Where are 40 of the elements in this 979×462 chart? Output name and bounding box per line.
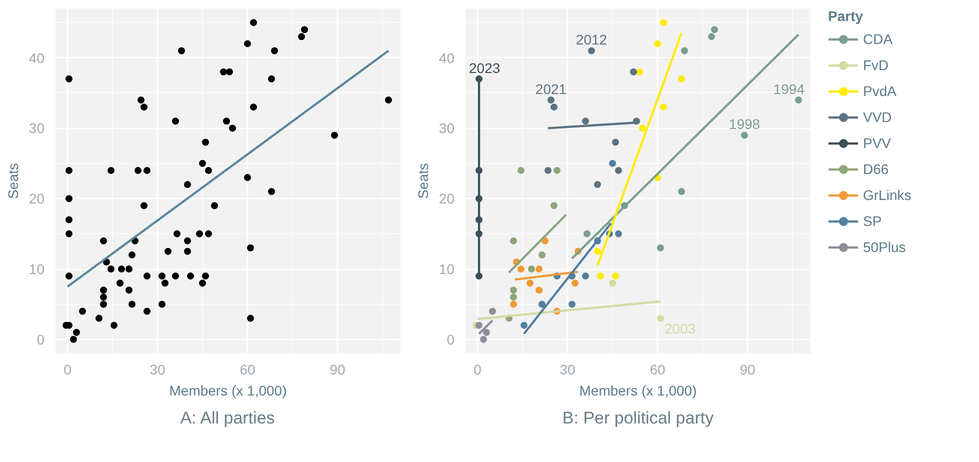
legend-label: FvD (863, 57, 889, 73)
legend-label: VVD (863, 109, 892, 125)
y-tick-label: 10 (438, 261, 455, 278)
x-axis-title: Members (x 1,000) (169, 382, 287, 398)
x-tick-label: 30 (560, 362, 576, 378)
annotation: 2021 (535, 81, 567, 98)
annotation: 2012 (576, 32, 608, 48)
x-tick-label: 60 (240, 362, 256, 378)
x-tick-label: 90 (740, 362, 756, 378)
legend-label: SP (863, 213, 883, 229)
legend-label: CDA (863, 31, 893, 47)
annotation: 1998 (728, 116, 760, 132)
legend-label: GrLinks (863, 187, 912, 203)
y-axis-title: Seats (4, 163, 21, 199)
legend-label: D66 (863, 161, 889, 177)
text: A: All parties (180, 408, 275, 428)
legend-label: 50Plus (863, 239, 906, 255)
annotation: 2003 (664, 320, 696, 336)
y-tick-label: 20 (438, 190, 455, 207)
y-axis-title: Seats (414, 163, 431, 199)
y-tick-label: 0 (36, 331, 45, 348)
x-tick-label: 60 (650, 362, 666, 378)
legend-label: PVV (863, 135, 892, 151)
y-tick-label: 10 (28, 261, 45, 278)
y-tick-label: 30 (28, 120, 45, 136)
x-tick-label: 0 (64, 362, 72, 378)
legend-label: PvdA (863, 83, 896, 99)
x-tick-label: 90 (330, 362, 346, 378)
y-tick-label: 20 (28, 190, 45, 207)
y-tick-label: 0 (446, 331, 455, 348)
annotation: 2023 (469, 60, 500, 76)
x-tick-label: 0 (474, 362, 482, 378)
annotation: 1994 (773, 81, 805, 98)
legend-title: Party (828, 8, 864, 24)
x-axis-title: Members (x 1,000) (579, 382, 697, 398)
y-tick-label: 30 (438, 120, 455, 136)
x-tick-label: 30 (150, 362, 166, 378)
y-tick-label: 40 (28, 50, 45, 66)
y-tick-label: 40 (438, 50, 455, 66)
text: B: Per political party (562, 408, 714, 428)
